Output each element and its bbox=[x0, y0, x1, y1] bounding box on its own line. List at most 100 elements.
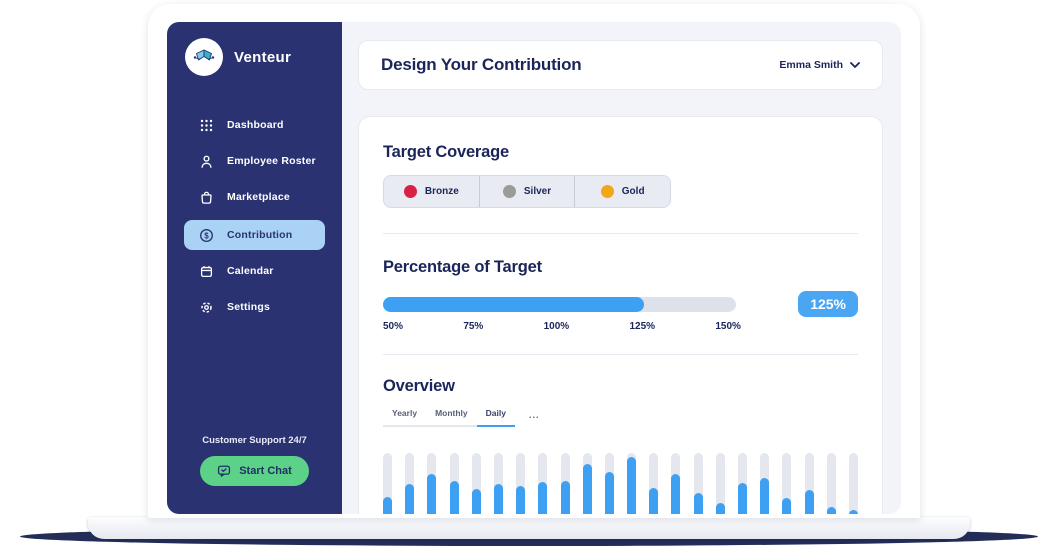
bar-track bbox=[560, 453, 570, 514]
divider bbox=[383, 354, 858, 355]
user-menu[interactable]: Emma Smith bbox=[779, 59, 860, 71]
sidebar-item-label: Calendar bbox=[227, 265, 274, 277]
percentage-of-target-title: Percentage of Target bbox=[383, 258, 542, 276]
bar-track bbox=[471, 453, 481, 514]
tab-monthly[interactable]: Monthly bbox=[426, 406, 477, 427]
grid-icon bbox=[199, 117, 215, 133]
tier-gold[interactable]: Gold bbox=[574, 176, 670, 207]
laptop-screen: Venteur Dashboard Employee Roster Marketpl… bbox=[148, 4, 920, 518]
sidebar-item-dashboard[interactable]: Dashboard bbox=[184, 112, 325, 138]
tier-silver[interactable]: Silver bbox=[478, 176, 575, 207]
tab-yearly[interactable]: Yearly bbox=[383, 406, 427, 427]
sidebar-item-label: Contribution bbox=[227, 229, 293, 241]
sidebar: Venteur Dashboard Employee Roster Marketpl… bbox=[167, 22, 342, 514]
bar-fill bbox=[671, 473, 681, 514]
sidebar-item-label: Marketplace bbox=[227, 191, 290, 203]
bar-fill bbox=[804, 489, 814, 514]
bar-track bbox=[760, 453, 770, 514]
tick-label: 150% bbox=[715, 321, 741, 332]
tier-bronze[interactable]: Bronze bbox=[384, 176, 479, 207]
bar-track bbox=[383, 453, 392, 514]
tick-label: 75% bbox=[463, 321, 484, 332]
tabs-more-button[interactable]: ... bbox=[528, 410, 540, 420]
sidebar-item-settings[interactable]: Settings bbox=[184, 294, 325, 320]
venteur-logo-icon bbox=[185, 38, 223, 76]
start-chat-button[interactable]: Start Chat bbox=[200, 456, 309, 486]
tick-label: 100% bbox=[543, 321, 570, 332]
sidebar-item-marketplace[interactable]: Marketplace bbox=[184, 184, 325, 210]
bar-track bbox=[782, 453, 792, 514]
tier-label: Bronze bbox=[424, 186, 459, 197]
bar-fill bbox=[693, 493, 703, 514]
bar-track bbox=[405, 453, 415, 514]
bar-track bbox=[449, 453, 459, 514]
bar-track bbox=[493, 453, 503, 514]
bar-fill bbox=[649, 488, 659, 514]
bar-track bbox=[804, 453, 814, 514]
dollar-icon: $ bbox=[199, 227, 215, 243]
user-name: Emma Smith bbox=[779, 59, 843, 71]
sidebar-footer: Customer Support 24/7 Start Chat bbox=[167, 435, 342, 514]
laptop-base bbox=[88, 517, 970, 539]
progress-tick-labels: 50% 75% 100% 125% 150% bbox=[383, 321, 741, 332]
bar-track bbox=[427, 453, 437, 514]
sidebar-nav: Dashboard Employee Roster Marketplace $ Cont… bbox=[167, 112, 342, 330]
bar-fill bbox=[582, 464, 592, 514]
bar-track bbox=[604, 453, 614, 514]
bar-fill bbox=[427, 473, 437, 514]
chat-label: Start Chat bbox=[239, 465, 292, 477]
tier-color-dot bbox=[403, 185, 417, 198]
tier-selector: Bronze Silver Gold bbox=[383, 175, 671, 208]
chat-icon bbox=[217, 464, 231, 478]
bar-fill bbox=[604, 472, 614, 514]
divider bbox=[383, 233, 858, 234]
svg-text:$: $ bbox=[204, 231, 209, 240]
tier-color-dot bbox=[600, 185, 614, 198]
bar-track bbox=[826, 453, 836, 514]
page-title: Design Your Contribution bbox=[381, 55, 582, 74]
tab-daily[interactable]: Daily bbox=[476, 406, 515, 427]
sidebar-item-contribution[interactable]: $ Contribution bbox=[184, 220, 325, 250]
sidebar-item-label: Employee Roster bbox=[227, 155, 316, 167]
page-header: Design Your Contribution Emma Smith bbox=[358, 40, 883, 90]
sidebar-item-calendar[interactable]: Calendar bbox=[184, 258, 325, 284]
bar-fill bbox=[627, 457, 637, 514]
brand-name: Venteur bbox=[234, 48, 292, 66]
tier-label: Gold bbox=[621, 186, 645, 197]
progress-fill bbox=[383, 296, 645, 312]
bar-track bbox=[538, 453, 548, 514]
bar-track bbox=[715, 453, 725, 514]
sidebar-item-employee-roster[interactable]: Employee Roster bbox=[184, 148, 325, 174]
bar-track bbox=[627, 453, 637, 514]
sidebar-item-label: Settings bbox=[227, 301, 271, 313]
bar-fill bbox=[760, 477, 770, 514]
gear-icon bbox=[199, 299, 215, 315]
progress-row: 125% bbox=[383, 291, 858, 317]
target-percentage-slider[interactable] bbox=[383, 296, 736, 312]
tick-label: 50% bbox=[383, 321, 404, 332]
support-text: Customer Support 24/7 bbox=[202, 435, 307, 446]
bar-fill bbox=[715, 502, 725, 514]
bar-fill bbox=[826, 506, 836, 514]
target-coverage-title: Target Coverage bbox=[383, 143, 509, 161]
bar-track bbox=[516, 453, 526, 514]
bar-fill bbox=[405, 484, 415, 514]
person-icon bbox=[199, 153, 215, 169]
overview-tabs: Yearly Monthly Daily... bbox=[383, 406, 858, 427]
bar-track bbox=[649, 453, 659, 514]
bar-track bbox=[848, 453, 858, 514]
bar-track bbox=[693, 453, 703, 514]
bar-fill bbox=[383, 497, 392, 514]
app-window: Venteur Dashboard Employee Roster Marketpl… bbox=[167, 22, 901, 514]
bar-fill bbox=[516, 485, 526, 514]
brand-logo: Venteur bbox=[167, 22, 342, 76]
bag-icon bbox=[199, 189, 215, 205]
percentage-badge: 125% bbox=[798, 291, 858, 317]
tier-color-dot bbox=[502, 185, 516, 198]
chevron-down-icon bbox=[850, 61, 860, 69]
bar-fill bbox=[782, 497, 792, 514]
tier-label: Silver bbox=[523, 186, 552, 197]
tick-label: 125% bbox=[629, 321, 656, 332]
bar-fill bbox=[538, 481, 548, 514]
